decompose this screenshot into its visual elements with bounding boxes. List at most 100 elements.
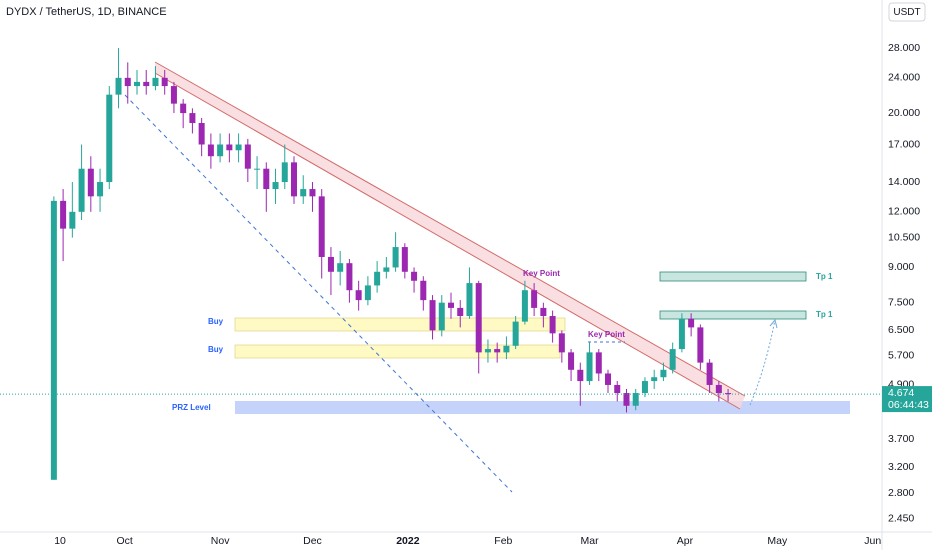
tp-zone	[659, 271, 807, 282]
tp-zone	[659, 310, 807, 320]
candle-body	[374, 271, 381, 286]
y-tick-label: 2.450	[888, 513, 914, 525]
candle-body	[401, 247, 408, 272]
candle-body	[595, 352, 602, 374]
channel-fill	[155, 62, 745, 409]
y-tick-label: 6.500	[888, 324, 914, 336]
y-tick-label: 9.000	[888, 261, 914, 273]
candle-body	[725, 393, 732, 395]
candle-body	[558, 333, 565, 353]
candle-body	[549, 316, 556, 334]
candle-body	[97, 182, 104, 197]
candle-body	[651, 377, 658, 382]
y-tick-label: 12.000	[888, 206, 920, 218]
y-tick-label: 10.500	[888, 231, 920, 243]
channel-line	[154, 61, 746, 397]
candle-body	[512, 321, 519, 346]
y-tick-label: 20.000	[888, 107, 920, 119]
candle-body	[87, 168, 94, 197]
channel-line	[154, 72, 741, 410]
candle-body	[133, 81, 140, 87]
annotation: Buy	[208, 317, 224, 326]
candle-body	[448, 302, 455, 308]
candle-body	[290, 162, 298, 197]
candle-body	[364, 285, 371, 301]
candle-body	[678, 318, 685, 350]
candle-body	[484, 349, 491, 353]
buy-zone	[234, 317, 566, 332]
currency-button[interactable]	[888, 2, 926, 22]
candle-body	[170, 86, 177, 104]
candle-body	[586, 352, 593, 382]
candle-body	[614, 384, 621, 394]
candle-body	[715, 384, 722, 394]
candle-body	[337, 263, 344, 272]
x-tick-label: May	[767, 535, 788, 547]
candle-body	[161, 77, 168, 87]
x-tick-label: Nov	[211, 535, 230, 547]
candle-body	[429, 300, 436, 331]
candle-body	[69, 211, 76, 229]
y-tick-label: 3.200	[888, 461, 914, 473]
candle-body	[106, 94, 113, 183]
candle-body	[217, 144, 224, 157]
candle-body	[281, 162, 288, 183]
drawings: Buy Buy PRZ Level Tp 1 Tp 1 Key Point Ke…	[124, 61, 850, 493]
candle-body	[244, 144, 251, 169]
candle-body	[531, 290, 538, 308]
annotation: Tp 1	[816, 310, 833, 319]
candle-body	[466, 283, 473, 317]
annotation: Key Point	[523, 269, 560, 278]
chart-title: DYDX / TetherUS, 1D, BINANCE	[6, 6, 167, 18]
candle-body	[124, 77, 131, 87]
candle-body	[383, 267, 390, 272]
candle-body	[457, 307, 464, 317]
annotation: Tp 1	[816, 272, 833, 281]
projection-arrow	[749, 319, 776, 406]
last-price-box	[882, 386, 932, 413]
candle-body	[623, 393, 630, 406]
candle-body	[660, 369, 667, 378]
x-tick-label: 10	[54, 535, 66, 547]
candle-body	[632, 393, 639, 406]
candle-body	[697, 327, 704, 363]
prz-zone	[235, 401, 850, 414]
candle-body	[392, 247, 399, 268]
currency-label[interactable]: USDT	[893, 7, 920, 18]
candle-body	[420, 280, 427, 301]
x-tick-label: Jun	[864, 535, 881, 547]
candle-body	[180, 103, 187, 114]
candle-body	[226, 144, 233, 151]
candle-body	[327, 256, 334, 272]
y-tick-label: 7.500	[888, 296, 914, 308]
annotation: Buy	[208, 345, 224, 354]
x-tick-label: Dec	[303, 535, 322, 547]
candle-body	[207, 144, 214, 157]
x-tick-label: 2022	[396, 535, 420, 547]
candle-body	[494, 349, 501, 353]
y-tick-label: 14.000	[888, 176, 920, 188]
candle-body	[568, 352, 575, 370]
candle-body	[254, 168, 261, 170]
candle-body	[669, 349, 676, 370]
candles	[50, 48, 732, 480]
countdown-label: 06:44:43	[888, 399, 929, 411]
candle-body	[272, 182, 279, 190]
candle-body	[540, 307, 547, 317]
candle-body	[60, 200, 67, 229]
candle-body	[198, 122, 205, 145]
candle-body	[641, 381, 648, 394]
candle-body	[411, 271, 418, 281]
candle-body	[475, 283, 482, 353]
candle-body	[318, 196, 325, 257]
y-tick-label: 3.700	[888, 433, 914, 445]
y-tick-label: 5.700	[888, 350, 914, 362]
candle-body	[521, 290, 528, 322]
annotation: PRZ Level	[172, 403, 211, 412]
candle-body	[605, 373, 612, 385]
candle-body	[115, 77, 122, 95]
y-tick-label: 24.000	[888, 72, 920, 84]
last-price-label: 4.674	[888, 387, 914, 399]
candle-body	[706, 362, 713, 385]
